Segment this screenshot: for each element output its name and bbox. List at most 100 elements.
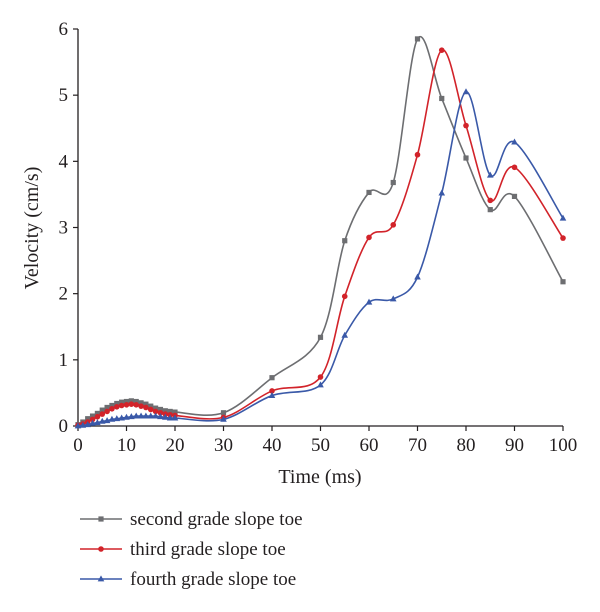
data-point (123, 398, 130, 405)
data-point (152, 412, 159, 419)
legend-label: fourth grade slope toe (130, 569, 296, 590)
data-point (167, 408, 173, 415)
data-point (143, 404, 149, 411)
legend-item: second grade slope toe (80, 509, 303, 530)
data-point (128, 413, 135, 420)
data-point (559, 214, 567, 221)
series-1 (75, 35, 566, 428)
data-point (113, 415, 121, 422)
data-point (109, 405, 115, 412)
data-point (317, 334, 324, 340)
series-line (77, 49, 564, 427)
y-tick-label: 6 (59, 19, 69, 40)
series-line (77, 35, 564, 426)
data-point (390, 222, 397, 228)
x-tick-label: 70 (408, 435, 427, 456)
legend: second grade slope toe third grade slope … (80, 509, 303, 590)
data-point (74, 422, 82, 429)
data-point (138, 400, 144, 406)
data-point (142, 412, 150, 419)
series-layer (74, 35, 567, 429)
data-point (143, 401, 149, 407)
data-point (438, 189, 446, 196)
data-point (153, 405, 159, 411)
data-point (463, 122, 469, 129)
data-point (137, 412, 145, 419)
data-point (99, 407, 105, 413)
data-point (123, 413, 130, 420)
data-point (487, 197, 494, 204)
data-point (157, 413, 164, 420)
data-point (152, 408, 159, 415)
data-point (119, 399, 125, 405)
data-point (108, 415, 116, 422)
y-tick-label: 1 (59, 350, 69, 371)
legend-swatch-marker (98, 516, 104, 522)
data-point (128, 398, 134, 404)
data-point (99, 411, 106, 417)
x-tick-label: 20 (166, 435, 185, 456)
data-point (462, 88, 470, 95)
data-point (98, 417, 106, 424)
series-2 (75, 47, 566, 429)
legend-item: fourth grade slope toe (80, 569, 296, 590)
data-point (463, 155, 469, 161)
x-tick-label: 80 (457, 435, 476, 456)
data-point (114, 400, 120, 407)
data-point (366, 234, 372, 241)
y-tick-label: 0 (59, 416, 69, 437)
data-point (157, 406, 164, 413)
data-point (133, 398, 139, 405)
legend-label: third grade slope toe (130, 539, 286, 560)
y-tick-label: 5 (59, 85, 69, 106)
data-point (171, 414, 179, 421)
data-point (269, 388, 275, 394)
data-point (317, 374, 324, 380)
data-point (118, 402, 125, 409)
data-point (390, 179, 396, 186)
data-point (94, 413, 101, 420)
y-tick-label: 4 (59, 151, 69, 172)
series-3 (74, 88, 567, 429)
data-point (147, 406, 154, 413)
data-point (365, 298, 373, 305)
y-axis-ticks: 0 1 2 3 4 5 6 (59, 19, 78, 437)
legend-label: second grade slope toe (130, 509, 303, 530)
x-tick-label: 100 (549, 435, 578, 456)
plot-axes (77, 29, 563, 427)
data-point (114, 404, 120, 410)
y-axis-title: Velocity (cm/s) (21, 167, 43, 290)
data-point (342, 238, 348, 244)
data-point (147, 412, 155, 419)
data-point (85, 416, 91, 422)
data-point (89, 413, 96, 419)
data-point (79, 421, 87, 428)
data-point (109, 402, 115, 409)
legend-item: third grade slope toe (80, 539, 286, 560)
x-tick-label: 50 (311, 435, 330, 456)
data-point (341, 293, 348, 300)
data-point (439, 95, 445, 102)
data-point (511, 138, 518, 145)
y-tick-label: 3 (59, 218, 69, 239)
data-point (133, 402, 139, 408)
x-tick-label: 90 (505, 435, 524, 456)
data-point (366, 189, 372, 196)
data-point (89, 419, 96, 426)
data-point (89, 416, 96, 423)
data-point (438, 47, 445, 53)
data-point (138, 403, 144, 409)
data-point (118, 414, 125, 421)
data-point (123, 402, 130, 408)
data-point (486, 171, 494, 178)
data-point (389, 295, 397, 302)
data-point (220, 410, 227, 416)
data-point (487, 207, 493, 213)
data-point (157, 409, 164, 416)
data-point (560, 235, 566, 241)
data-point (132, 412, 140, 419)
data-point (220, 415, 227, 422)
data-point (511, 193, 518, 200)
data-point (104, 404, 110, 411)
